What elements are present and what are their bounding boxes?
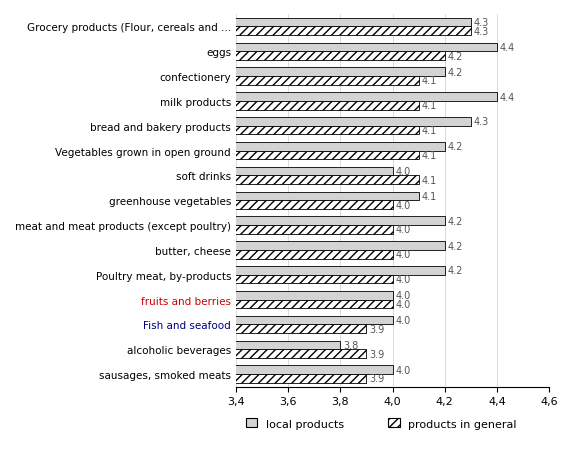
Text: 4.2: 4.2 — [448, 266, 463, 276]
Text: 4.3: 4.3 — [473, 117, 489, 127]
Bar — [0, 316, 393, 325]
Text: 4.1: 4.1 — [421, 101, 437, 111]
Bar — [0, 168, 393, 176]
Legend: local products, products in general: local products, products in general — [241, 414, 521, 433]
Text: 4.0: 4.0 — [395, 225, 410, 235]
Bar — [0, 19, 471, 27]
Text: 4.0: 4.0 — [395, 167, 410, 177]
Text: 4.1: 4.1 — [421, 76, 437, 86]
Bar — [0, 291, 393, 300]
Text: 4.0: 4.0 — [395, 200, 410, 210]
Text: 4.1: 4.1 — [421, 126, 437, 136]
Text: 3.8: 3.8 — [343, 340, 358, 350]
Bar — [0, 201, 393, 209]
Text: 3.9: 3.9 — [369, 349, 384, 359]
Text: 3.9: 3.9 — [369, 374, 384, 384]
Bar — [0, 226, 393, 234]
Text: 4.1: 4.1 — [421, 175, 437, 185]
Text: 4.0: 4.0 — [395, 291, 410, 301]
Bar — [0, 341, 340, 349]
Text: 4.3: 4.3 — [473, 27, 489, 37]
Bar — [0, 300, 393, 308]
Bar — [0, 267, 445, 275]
Text: 4.4: 4.4 — [500, 43, 515, 53]
Bar — [0, 374, 366, 383]
Bar — [0, 366, 393, 374]
Bar — [0, 43, 497, 52]
Text: 4.1: 4.1 — [421, 191, 437, 201]
Bar — [0, 151, 419, 160]
Bar — [0, 93, 497, 102]
Bar — [0, 242, 445, 250]
Bar — [0, 217, 445, 226]
Text: 4.2: 4.2 — [448, 142, 463, 152]
Text: 4.4: 4.4 — [500, 92, 515, 102]
Text: 4.2: 4.2 — [448, 241, 463, 251]
Bar — [0, 127, 419, 135]
Bar — [0, 192, 419, 201]
Text: 4.0: 4.0 — [395, 316, 410, 326]
Bar — [0, 118, 471, 127]
Text: 4.2: 4.2 — [448, 51, 463, 61]
Text: 4.0: 4.0 — [395, 275, 410, 285]
Bar — [0, 325, 366, 333]
Bar — [0, 102, 419, 110]
Bar — [0, 77, 419, 86]
Bar — [0, 250, 393, 259]
Bar — [0, 68, 445, 77]
Text: 4.0: 4.0 — [395, 250, 410, 260]
Text: 4.3: 4.3 — [473, 18, 489, 28]
Text: 4.1: 4.1 — [421, 150, 437, 160]
Bar — [0, 27, 471, 36]
Text: 4.2: 4.2 — [448, 68, 463, 78]
Bar — [0, 349, 366, 358]
Text: 3.9: 3.9 — [369, 324, 384, 334]
Bar — [0, 275, 393, 284]
Bar — [0, 143, 445, 151]
Text: 4.2: 4.2 — [448, 216, 463, 226]
Text: 4.0: 4.0 — [395, 299, 410, 309]
Text: 4.0: 4.0 — [395, 365, 410, 375]
Bar — [0, 52, 445, 61]
Bar — [0, 176, 419, 185]
